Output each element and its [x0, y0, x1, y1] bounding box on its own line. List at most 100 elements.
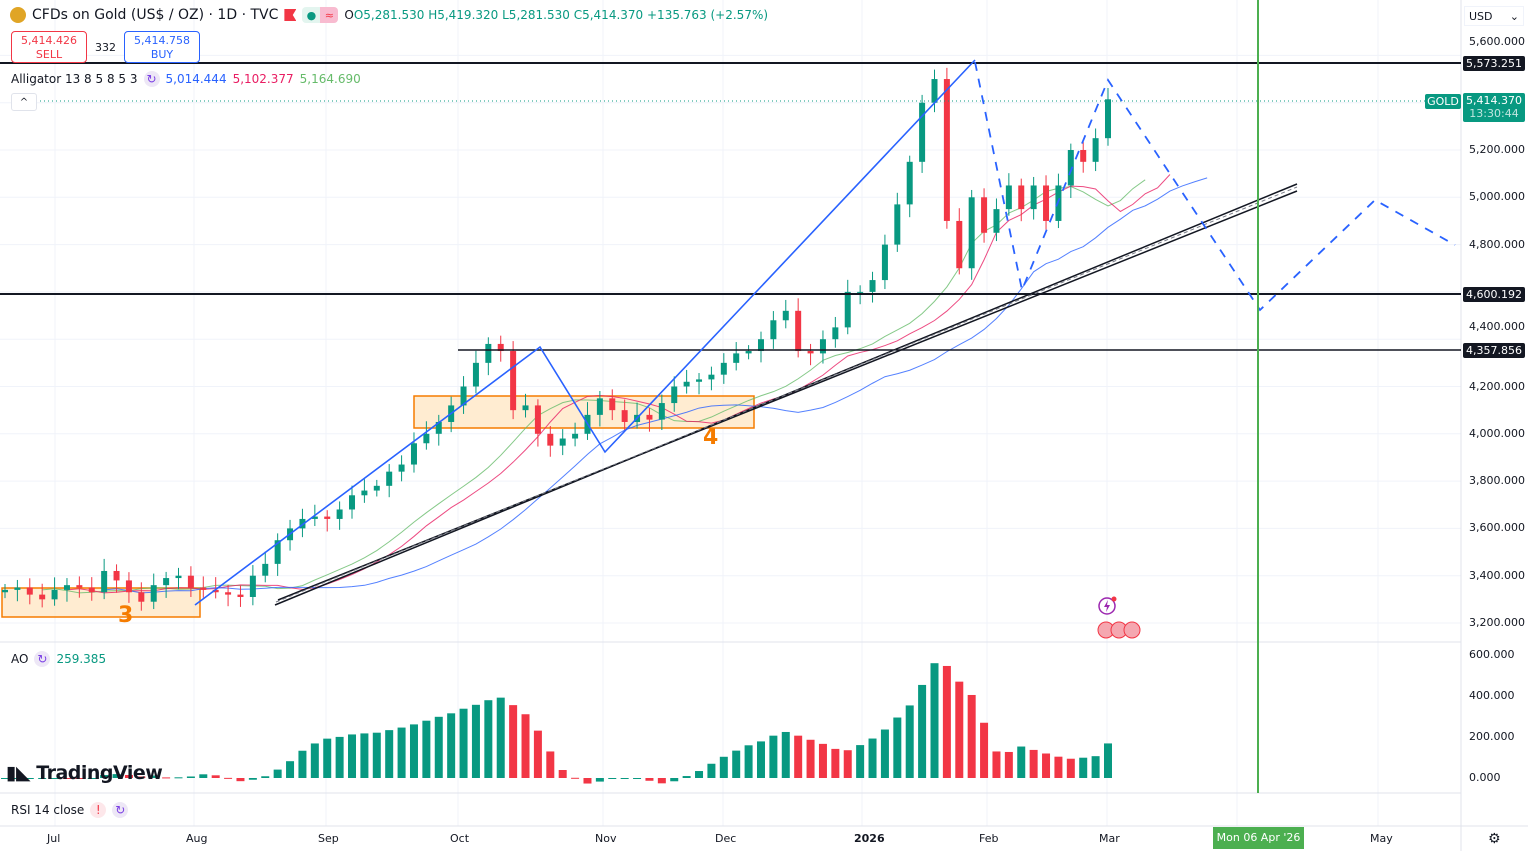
ao-bar — [149, 775, 158, 778]
trendline-upper[interactable] — [274, 183, 1298, 606]
time-axis-label: Mar — [1099, 832, 1120, 845]
candle — [460, 376, 467, 414]
candle-body — [745, 351, 752, 354]
candle — [993, 198, 1000, 242]
flag-icon[interactable] — [284, 9, 297, 21]
refresh-icon[interactable]: ↻ — [34, 651, 51, 667]
refresh-icon[interactable]: ↻ — [143, 71, 160, 87]
candle — [745, 345, 752, 360]
resistance-price-tag: 5,573.251 — [1463, 56, 1525, 71]
ao-legend[interactable]: AO ↻ 259.385 — [11, 651, 106, 667]
ao-bar — [595, 778, 604, 782]
refresh-icon[interactable]: ↻ — [112, 802, 129, 818]
ao-bar — [13, 778, 22, 779]
candle-body — [212, 589, 219, 593]
candle-body — [844, 291, 851, 328]
candle-body — [14, 587, 21, 590]
ao-bar — [62, 778, 71, 779]
ao-bar — [992, 751, 1001, 778]
candle — [572, 422, 579, 447]
candle-body — [733, 353, 740, 363]
ao-bar — [558, 770, 567, 778]
candle — [720, 353, 727, 384]
ao-bar — [1029, 749, 1038, 778]
support1-price-tag: 4,600.192 — [1463, 287, 1525, 302]
candle — [1018, 178, 1025, 222]
range-box-3[interactable] — [1, 587, 201, 618]
warning-icon[interactable]: ! — [90, 802, 107, 818]
candle-body — [646, 414, 653, 420]
alligator-legend[interactable]: Alligator 13 8 5 8 5 3 ↻ 5,014.444 5,102… — [11, 71, 361, 87]
ao-bar — [818, 743, 827, 778]
candle-body — [981, 197, 988, 233]
candle-body — [63, 585, 70, 590]
candle-body — [150, 585, 157, 602]
candle-body — [720, 362, 727, 375]
candle-body — [559, 438, 566, 446]
candle — [609, 389, 616, 421]
ao-bar — [533, 730, 542, 778]
ao-bar — [868, 738, 877, 778]
sell-button[interactable]: 5,414.426 SELL — [11, 31, 87, 63]
candle — [26, 578, 33, 605]
candle — [51, 577, 58, 606]
ao-bar — [1042, 753, 1051, 778]
ao-bar — [571, 777, 580, 779]
ao-scale-label: 600.000 — [1469, 648, 1515, 661]
currency-select[interactable]: USD ⌄ — [1464, 6, 1524, 26]
alligator-teeth-value: 5,102.377 — [232, 72, 294, 86]
candle — [1080, 141, 1087, 173]
candle — [807, 343, 814, 366]
us-economic-events-icon[interactable] — [1097, 621, 1141, 639]
alligator-teeth — [66, 174, 1171, 594]
symbol-header[interactable]: CFDs on Gold (US$ / OZ) · 1D · TVC ● ≈ OO… — [10, 7, 768, 23]
candle — [956, 208, 963, 275]
market-status[interactable]: ● ≈ — [302, 7, 339, 23]
high-value: H5,419.320 — [428, 8, 499, 22]
candle — [88, 577, 95, 601]
ao-bar — [856, 745, 865, 778]
ao-bar — [298, 750, 307, 778]
candle-body — [485, 343, 492, 363]
ao-scale-label: 400.000 — [1469, 689, 1515, 702]
market-open-dot-icon: ● — [302, 7, 321, 23]
candle — [423, 421, 430, 450]
wave-projection-dashed[interactable] — [974, 61, 1456, 312]
candle-body — [906, 161, 913, 205]
events-lightning-icon[interactable] — [1098, 596, 1117, 615]
candle-body — [968, 197, 975, 269]
candle — [2, 583, 8, 599]
candle — [386, 464, 393, 498]
buy-button[interactable]: 5,414.758 BUY — [124, 31, 200, 63]
alligator-label: Alligator 13 8 5 8 5 3 — [11, 72, 138, 86]
range-box-4[interactable] — [413, 395, 755, 429]
ao-bar — [422, 720, 431, 778]
trendline-midline[interactable] — [275, 186, 1298, 603]
ao-bar — [695, 771, 704, 778]
candle-body — [225, 592, 232, 595]
ao-bar — [224, 777, 233, 779]
ao-bar — [918, 684, 927, 778]
candle-body — [76, 585, 83, 588]
rsi-legend[interactable]: RSI 14 close ! ↻ — [11, 802, 129, 818]
buy-price: 5,414.758 — [134, 34, 190, 47]
candle — [485, 337, 492, 376]
settings-gear-icon[interactable]: ⚙ — [1488, 831, 1501, 847]
symbol-title[interactable]: CFDs on Gold (US$ / OZ) · 1D · TVC — [32, 7, 279, 23]
candle — [708, 366, 715, 391]
ao-scale-label: 0.000 — [1469, 771, 1501, 784]
wave-path-solid[interactable] — [194, 59, 976, 606]
ao-bar — [38, 778, 47, 779]
ao-bar — [955, 681, 964, 778]
candle — [621, 399, 628, 431]
rsi-label: RSI 14 close — [11, 803, 85, 817]
collapse-legend-button[interactable]: ^ — [11, 93, 37, 111]
ao-bar — [186, 776, 195, 778]
candle-body — [51, 589, 58, 600]
ao-bar — [967, 694, 976, 778]
ao-bar — [434, 716, 443, 778]
ao-bar — [546, 751, 555, 778]
candle — [646, 408, 653, 432]
candle — [324, 510, 331, 532]
